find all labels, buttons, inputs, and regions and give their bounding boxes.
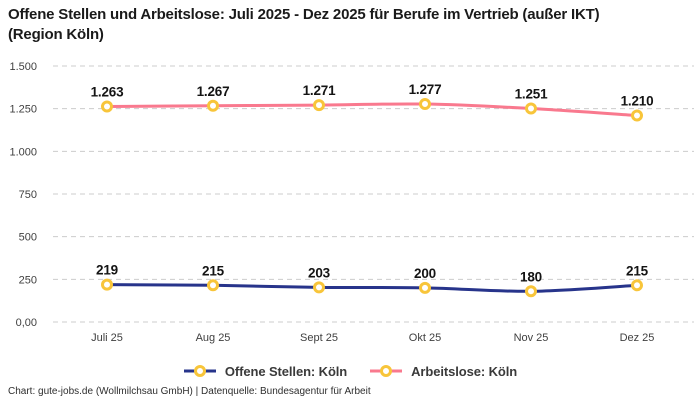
data-point-marker [525,285,537,298]
data-point-label: 180 [520,269,542,284]
data-point-marker [313,99,325,112]
data-point-marker [313,281,325,294]
x-tick-label: Sept 25 [300,332,338,344]
data-point-label: 200 [414,266,436,281]
data-point-marker [207,279,219,292]
x-tick-label: Okt 25 [409,332,441,344]
x-tick-label: Nov 25 [514,332,549,344]
x-tick-label: Juli 25 [91,332,123,344]
y-tick-label: 0,00 [16,317,37,329]
data-point-label: 219 [96,263,118,278]
legend: Offene Stellen: Köln Arbeitslose: Köln [0,359,700,383]
y-tick-label: 1.250 [9,104,37,116]
data-point-marker [207,99,219,112]
data-point-label: 1.267 [197,84,230,99]
data-point-label: 1.271 [303,83,336,98]
legend-label-arbeitslose: Arbeitslose: Köln [411,363,518,379]
data-point-label: 215 [202,263,225,278]
data-point-label: 215 [626,263,649,278]
x-tick-label: Aug 25 [196,332,231,344]
legend-item-arbeitslose[interactable]: Arbeitslose: Köln [369,364,517,379]
data-point-marker [631,109,643,122]
series-line-0 [105,283,639,293]
legend-line-marker-icon [183,365,216,377]
series-line-1 [105,102,639,117]
data-point-label: 1.251 [515,86,548,101]
data-point-label: 1.210 [621,93,654,108]
data-point-marker [525,102,537,115]
data-point-marker [101,278,113,291]
y-tick-label: 750 [19,189,37,201]
x-tick-label: Dez 25 [620,332,655,344]
chart-title: Offene Stellen und Arbeitslose: Juli 202… [8,6,600,43]
y-tick-label: 250 [19,274,37,286]
data-point-label: 1.277 [409,82,442,97]
y-tick-label: 1.000 [9,146,37,158]
data-point-marker [631,279,643,292]
legend-line-marker-icon [370,365,403,377]
data-point-marker [419,98,431,111]
data-point-label: 203 [308,265,331,280]
data-point-marker [101,100,113,113]
legend-item-offene-stellen[interactable]: Offene Stellen: Köln [183,364,347,379]
legend-label-offene-stellen: Offene Stellen: Köln [224,363,348,379]
y-tick-label: 500 [19,232,37,244]
attribution-text: Chart: gute-jobs.de (Wollmilchsau GmbH) … [8,386,371,397]
data-point-marker [419,281,431,294]
data-point-label: 1.263 [91,84,124,99]
y-tick-label: 1.500 [9,61,37,73]
